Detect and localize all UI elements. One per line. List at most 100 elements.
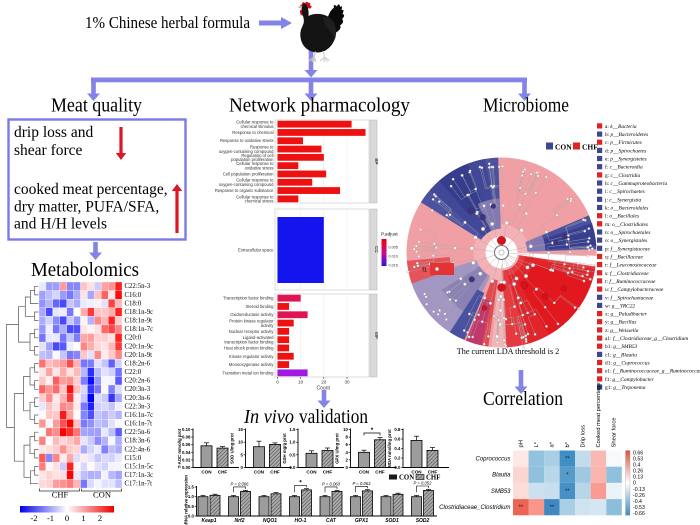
svg-text:CHF: CHF xyxy=(270,470,280,475)
svg-text:Meat quality: Meat quality xyxy=(51,96,142,117)
svg-text:C22:3n-3: C22:3n-3 xyxy=(125,403,151,410)
svg-text:P = 0.006: P = 0.006 xyxy=(231,481,250,486)
svg-text:oxidative stress: oxidative stress xyxy=(245,166,274,171)
svg-text:5: 5 xyxy=(241,452,244,457)
svg-text:CON: CON xyxy=(411,470,422,475)
svg-text:C22:5n-3: C22:5n-3 xyxy=(125,283,151,290)
svg-text:C16:0: C16:0 xyxy=(125,292,142,299)
svg-text:Ligand-activated: Ligand-activated xyxy=(243,335,274,340)
svg-text:In vivo: In vivo xyxy=(243,407,294,428)
svg-text:a1: f__Clostridiaceae_g__Clost: a1: f__Clostridiaceae_g__Clostridium xyxy=(605,335,688,342)
svg-text:i: c__Spirochaetes: i: c__Spirochaetes xyxy=(605,189,645,195)
svg-text:CON: CON xyxy=(359,470,370,475)
svg-text:validation: validation xyxy=(299,407,368,428)
svg-text:n: o__Spirochaetales: n: o__Spirochaetales xyxy=(605,230,650,236)
svg-text:SOD1: SOD1 xyxy=(385,518,399,524)
svg-text:Kinase regulator activity: Kinase regulator activity xyxy=(229,354,274,359)
svg-text:Monooxygenase activity: Monooxygenase activity xyxy=(229,362,275,367)
svg-text:Transcription factor binding: Transcription factor binding xyxy=(223,296,274,301)
svg-text:e: p__Synergistetes: e: p__Synergistetes xyxy=(605,157,647,163)
svg-text:0.005: 0.005 xyxy=(389,246,399,250)
svg-text:activity: activity xyxy=(261,323,275,328)
svg-text:f1: f1 xyxy=(422,268,427,274)
svg-text:l: o__Bacillales: l: o__Bacillales xyxy=(605,214,639,220)
svg-text:NQO1: NQO1 xyxy=(263,518,277,524)
svg-text:CON: CON xyxy=(306,470,317,475)
svg-text:0.13: 0.13 xyxy=(633,475,643,481)
svg-text:0.4: 0.4 xyxy=(633,463,640,469)
svg-text:C20:2n-6: C20:2n-6 xyxy=(125,378,151,385)
svg-text:shear force: shear force xyxy=(14,142,83,159)
svg-text:Coprococcus: Coprococcus xyxy=(475,457,510,463)
svg-text:0.06: 0.06 xyxy=(182,442,191,447)
svg-text:Steroid binding: Steroid binding xyxy=(246,304,275,309)
svg-text:k: o__Bacteroidales: k: o__Bacteroidales xyxy=(605,206,648,212)
svg-text:**: ** xyxy=(565,457,570,463)
svg-text:MDA nmol/mg prot: MDA nmol/mg prot xyxy=(387,429,392,468)
svg-text:CON: CON xyxy=(93,490,111,500)
svg-text:P = 0.063: P = 0.063 xyxy=(353,481,372,486)
svg-text:C20:3n-6: C20:3n-6 xyxy=(125,395,151,402)
svg-text:T-AOC mmol/g prot: T-AOC mmol/g prot xyxy=(177,428,182,468)
svg-text:P.adjust: P.adjust xyxy=(381,232,398,238)
svg-text:C15:1n-5c: C15:1n-5c xyxy=(125,463,154,470)
svg-text:b*: b* xyxy=(565,441,571,447)
svg-text:-0.13: -0.13 xyxy=(633,487,645,493)
svg-text:CHF: CHF xyxy=(323,470,333,475)
svg-text:C20:1n-9t: C20:1n-9t xyxy=(125,352,153,359)
svg-text:10: 10 xyxy=(298,380,304,385)
svg-text:o: o__Synergistales: o: o__Synergistales xyxy=(605,238,647,244)
svg-text:C22:0: C22:0 xyxy=(125,369,142,376)
svg-text:**: ** xyxy=(565,489,570,495)
svg-text:2: 2 xyxy=(346,457,349,462)
svg-text:CC: CC xyxy=(374,246,379,253)
svg-text:cooked meat percentage,: cooked meat percentage, xyxy=(14,181,168,198)
svg-text:C15:0: C15:0 xyxy=(125,455,142,462)
svg-text:4: 4 xyxy=(346,450,349,455)
svg-text:1.0: 1.0 xyxy=(188,494,195,499)
svg-text:dry matter, PUFA/SFA,: dry matter, PUFA/SFA, xyxy=(14,199,159,216)
svg-text:*: * xyxy=(299,479,302,486)
svg-text:CHF: CHF xyxy=(582,142,598,151)
svg-text:CHF: CHF xyxy=(426,475,440,482)
svg-text:C17:1n-7t: C17:1n-7t xyxy=(125,481,153,488)
svg-text:C20:3n-3: C20:3n-3 xyxy=(125,386,151,393)
svg-text:v: f__Spirochaetaceae: v: f__Spirochaetaceae xyxy=(605,294,654,301)
svg-text:e1: f__Ruminococcaceae_g__Rumi: e1: f__Ruminococcaceae_g__Ruminococcus xyxy=(605,368,700,375)
svg-text:population proliferation: population proliferation xyxy=(231,157,274,162)
svg-text:0.00: 0.00 xyxy=(182,465,191,470)
svg-text:0.010: 0.010 xyxy=(389,255,399,259)
svg-text:x: g__Paludibacter: x: g__Paludibacter xyxy=(605,312,648,318)
svg-text:-1: -1 xyxy=(47,513,54,523)
svg-text:a: k__Bacteria: a: k__Bacteria xyxy=(605,124,637,130)
svg-text:Count: Count xyxy=(317,386,331,392)
svg-text:g1: g__Treponema: g1: g__Treponema xyxy=(605,385,646,391)
svg-text:0.6: 0.6 xyxy=(394,437,401,442)
svg-text:q: f__Bacillaceae: q: f__Bacillaceae xyxy=(605,254,643,261)
svg-text:MF: MF xyxy=(374,332,379,339)
svg-text:Correlation: Correlation xyxy=(483,389,563,410)
svg-text:P = 0.052: P = 0.052 xyxy=(414,481,433,486)
svg-text:C18:1n-7c: C18:1n-7c xyxy=(125,326,154,333)
svg-text:Response to oxidative stress: Response to oxidative stress xyxy=(220,138,274,143)
svg-text:transcription factor binding: transcription factor binding xyxy=(224,339,274,344)
svg-text:C17:1n-3c: C17:1n-3c xyxy=(125,472,154,479)
svg-text:C18:2n-6: C18:2n-6 xyxy=(125,360,151,367)
svg-text:-0.26: -0.26 xyxy=(633,493,645,499)
svg-text:Cellular response to: Cellular response to xyxy=(236,161,274,166)
svg-text:0.2: 0.2 xyxy=(394,456,401,461)
svg-text:The current LDA threshold is 2: The current LDA threshold is 2 xyxy=(457,347,560,356)
svg-text:1.0: 1.0 xyxy=(289,440,296,445)
svg-text:d1: g__Coprococcus: d1: g__Coprococcus xyxy=(605,361,650,367)
svg-text:1.5: 1.5 xyxy=(289,427,296,432)
svg-text:Cooked meat percentage: Cooked meat percentage xyxy=(596,382,602,447)
svg-text:CHF: CHF xyxy=(375,470,385,475)
svg-text:c: p__Firmicutes: c: p__Firmicutes xyxy=(605,140,642,146)
svg-text:C16:1n-7t: C16:1n-7t xyxy=(125,421,153,428)
svg-text:j: c__Synergistia: j: c__Synergistia xyxy=(604,197,641,203)
svg-text:Oxidoreductase activity: Oxidoreductase activity xyxy=(230,312,274,317)
svg-text:L*: L* xyxy=(534,441,540,447)
svg-text:-0.53: -0.53 xyxy=(633,505,645,511)
svg-text:6: 6 xyxy=(346,442,349,447)
svg-text:Cellular response to: Cellular response to xyxy=(236,178,274,183)
